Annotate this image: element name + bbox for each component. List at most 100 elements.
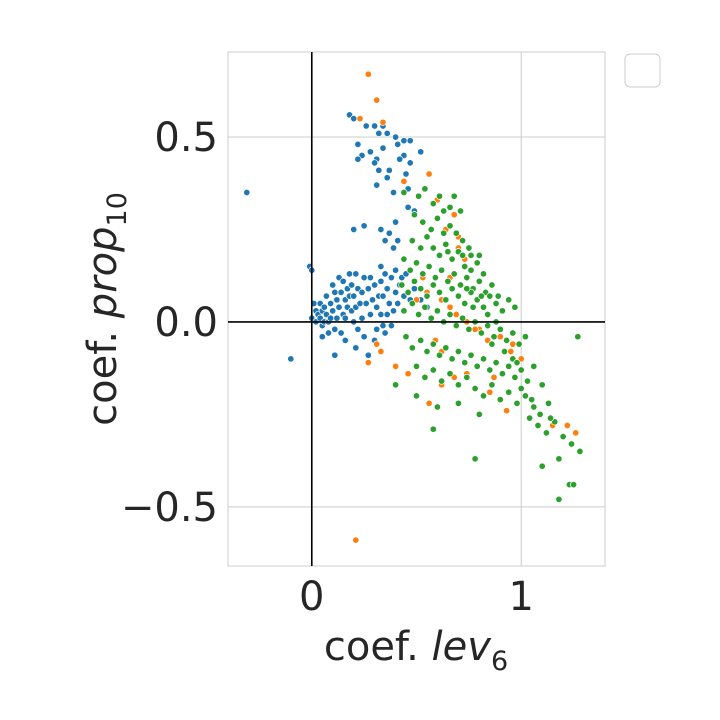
point-s2-86 <box>408 344 416 352</box>
point-s2-117 <box>513 399 521 407</box>
point-s2-125 <box>526 414 534 422</box>
point-s2-90 <box>435 351 444 359</box>
x-axis-label: coef. lev6 <box>324 624 508 677</box>
point-s2-143 <box>484 310 492 319</box>
point-s2-42 <box>475 277 483 285</box>
point-s2-13 <box>440 229 448 237</box>
point-s0-21 <box>329 281 337 289</box>
point-s2-96 <box>473 362 481 370</box>
point-s2-56 <box>461 299 469 308</box>
point-s2-33 <box>419 270 427 278</box>
point-s0-85 <box>364 351 372 359</box>
point-s0-125 <box>389 244 398 252</box>
point-s2-115 <box>496 396 504 404</box>
point-s0-44 <box>352 270 360 278</box>
point-s1-23 <box>490 373 498 381</box>
point-s0-116 <box>373 181 381 189</box>
point-s2-114 <box>488 381 496 389</box>
point-s2-111 <box>463 373 471 381</box>
point-s0-48 <box>358 288 366 296</box>
point-s2-54 <box>448 285 456 293</box>
point-s2-120 <box>392 381 400 389</box>
point-s0-57 <box>371 281 379 289</box>
point-s2-110 <box>454 381 462 389</box>
point-s2-103 <box>517 366 525 374</box>
point-s2-74 <box>459 314 467 322</box>
point-s0-117 <box>389 188 398 197</box>
point-s1-40 <box>572 429 580 437</box>
point-s2-134 <box>555 455 563 463</box>
point-s2-60 <box>486 292 494 300</box>
point-s0-62 <box>377 310 385 319</box>
point-s2-101 <box>505 362 513 370</box>
point-s2-9 <box>410 211 418 219</box>
point-s1-33 <box>373 340 381 348</box>
point-s0-47 <box>356 299 364 308</box>
point-s1-15 <box>446 303 454 311</box>
point-s0-126 <box>394 237 402 245</box>
point-s1-43 <box>471 325 479 333</box>
point-s2-67 <box>415 310 423 319</box>
point-s0-102 <box>366 148 374 156</box>
point-s2-59 <box>479 303 488 311</box>
point-s0-82 <box>331 351 339 359</box>
point-s2-2 <box>421 185 429 193</box>
point-s1-42 <box>509 340 517 348</box>
point-s0-88 <box>387 322 395 330</box>
point-s0-81 <box>318 333 326 341</box>
point-s2-78 <box>484 322 492 330</box>
point-s0-67 <box>385 299 393 308</box>
point-s2-63 <box>505 296 513 304</box>
point-s2-61 <box>492 299 500 308</box>
x-tick-label-0: 0 <box>299 574 324 620</box>
point-s0-96 <box>383 129 391 137</box>
point-s0-70 <box>392 288 400 296</box>
point-s0-89 <box>379 322 387 330</box>
point-s2-53 <box>442 296 450 304</box>
point-s1-2 <box>356 115 364 123</box>
point-s1-25 <box>486 388 494 396</box>
point-s2-48 <box>410 277 418 285</box>
y-tick-labels: 0.5 0.0 −0.5 <box>121 115 218 531</box>
point-s2-91 <box>442 344 450 352</box>
point-s0-104 <box>379 144 387 152</box>
point-s2-135 <box>538 462 546 470</box>
point-s2-93 <box>454 347 462 356</box>
point-s2-27 <box>467 251 475 259</box>
point-s2-122 <box>433 403 441 411</box>
reference-lines <box>228 52 605 566</box>
point-s0-92 <box>362 122 370 130</box>
point-s2-95 <box>467 351 475 359</box>
point-s2-94 <box>461 359 469 367</box>
point-s2-104 <box>523 377 532 385</box>
point-s2-148 <box>528 396 536 404</box>
y-tick-label-1: 0.0 <box>154 300 218 346</box>
point-s2-112 <box>471 384 479 393</box>
point-s1-0 <box>364 70 372 78</box>
point-s0-109 <box>354 155 362 163</box>
point-s2-45 <box>494 292 502 300</box>
point-s0-83 <box>341 336 349 344</box>
point-s2-26 <box>461 262 469 271</box>
point-s0-112 <box>396 155 404 163</box>
point-s0-71 <box>392 266 400 274</box>
point-s2-141 <box>467 266 475 274</box>
point-s1-5 <box>425 170 433 178</box>
point-s0-68 <box>387 274 395 282</box>
point-s2-92 <box>448 355 456 363</box>
point-s2-16 <box>459 237 467 245</box>
point-s2-73 <box>452 322 460 330</box>
plot-area <box>227 51 606 567</box>
point-s0-98 <box>400 137 408 145</box>
point-s2-137 <box>471 455 479 463</box>
point-s2-68 <box>421 303 429 311</box>
point-s2-24 <box>448 255 456 263</box>
point-s1-21 <box>507 347 515 356</box>
point-s0-86 <box>373 325 381 333</box>
x-axis-label-subscript: 6 <box>491 646 508 677</box>
point-s2-50 <box>423 292 431 300</box>
point-s2-145 <box>500 347 509 356</box>
point-s0-54 <box>366 310 374 319</box>
point-s0-87 <box>383 310 391 319</box>
